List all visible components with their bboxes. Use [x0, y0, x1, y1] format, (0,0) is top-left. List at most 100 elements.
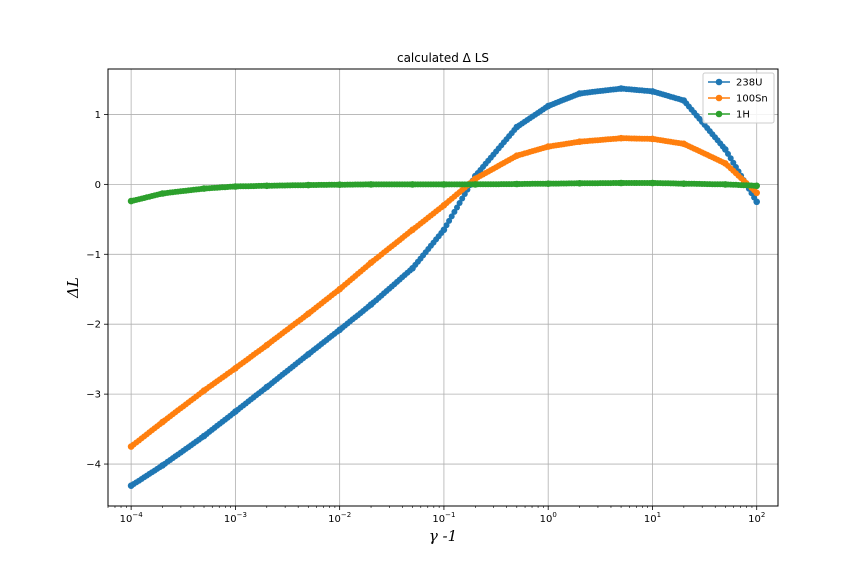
y-tick-label: −2 — [86, 320, 101, 331]
legend-item: 238U — [708, 78, 762, 89]
data-point — [753, 189, 760, 197]
legend-label: 1H — [736, 110, 750, 121]
interpolated-marker — [459, 195, 466, 202]
interpolated-marker — [451, 208, 458, 215]
data-point — [753, 198, 760, 206]
x-tick-base: 10 — [644, 514, 657, 525]
data-point — [544, 102, 552, 110]
data-point — [617, 134, 625, 142]
x-tick-base: 10 — [120, 514, 133, 525]
legend-item: 1H — [708, 110, 750, 121]
interpolated-marker — [730, 159, 737, 166]
data-point — [336, 181, 344, 188]
interpolated-marker — [448, 213, 455, 220]
data-point — [159, 190, 166, 197]
y-tick-label: 0 — [95, 180, 101, 191]
x-tick-exponent: 1 — [657, 511, 661, 519]
data-point — [513, 123, 521, 131]
data-point — [513, 180, 521, 188]
y-tick-label: 1 — [95, 110, 101, 121]
x-tick-base: 10 — [748, 514, 761, 525]
x-tick-label: 101 — [644, 511, 661, 525]
data-point — [472, 181, 479, 188]
data-point — [753, 182, 760, 190]
data-point — [649, 179, 656, 187]
data-point — [200, 432, 208, 440]
data-point — [680, 140, 688, 148]
data-point — [440, 181, 448, 188]
axes-frame — [107, 68, 779, 507]
series-100Sn — [127, 134, 760, 450]
data-point — [680, 180, 688, 187]
data-point — [305, 310, 312, 318]
legend-marker — [715, 94, 723, 102]
data-point — [617, 179, 625, 187]
x-tick-base: 10 — [224, 514, 237, 525]
x-tick-exponent: −2 — [341, 511, 351, 519]
x-tick-label: 10−2 — [328, 511, 351, 525]
y-tick-label: −3 — [86, 390, 101, 401]
data-point — [200, 185, 208, 192]
data-point — [576, 138, 583, 145]
data-point — [722, 181, 729, 188]
data-point — [127, 443, 135, 450]
x-tick-base: 10 — [540, 514, 553, 525]
data-point — [649, 135, 656, 143]
x-tick-exponent: −1 — [445, 511, 455, 519]
data-point — [409, 226, 416, 234]
data-point — [200, 387, 208, 394]
data-point — [544, 180, 552, 187]
y-tick-label: −4 — [86, 460, 101, 471]
data-point — [232, 183, 239, 190]
x-tick-base: 10 — [328, 514, 341, 525]
x-tick-label: 10−4 — [120, 511, 144, 525]
chart-title: calculated Δ LS — [397, 51, 489, 65]
data-point — [722, 146, 729, 153]
interpolated-marker — [456, 200, 463, 206]
legend-item: 100Sn — [708, 94, 768, 105]
data-point — [232, 365, 239, 372]
x-tick-label: 100 — [540, 511, 557, 525]
interpolated-marker — [454, 204, 460, 211]
legend-marker — [715, 110, 723, 118]
plot-area — [127, 85, 760, 490]
data-point — [263, 383, 271, 391]
data-point — [576, 90, 583, 97]
data-point — [649, 88, 656, 95]
x-tick-exponent: −3 — [237, 511, 247, 519]
data-point — [617, 85, 625, 92]
y-tick-label: −1 — [86, 250, 101, 261]
data-point — [159, 462, 166, 469]
data-point — [544, 143, 552, 150]
data-point — [513, 152, 521, 159]
data-point — [127, 197, 135, 205]
data-point — [722, 160, 729, 167]
x-tick-base: 10 — [432, 514, 445, 525]
interpolated-marker — [727, 155, 734, 162]
legend-marker — [715, 78, 723, 86]
data-point — [159, 418, 166, 426]
data-point — [263, 182, 271, 190]
data-point — [127, 482, 135, 490]
data-point — [232, 408, 239, 415]
x-tick-label: 102 — [748, 511, 765, 525]
data-point — [409, 265, 416, 272]
series-1H — [127, 179, 760, 205]
data-point — [336, 285, 344, 293]
data-point — [440, 226, 448, 234]
data-point — [305, 181, 312, 189]
data-point — [367, 181, 375, 188]
y-axis-label: ΔL — [64, 277, 82, 299]
data-point — [440, 202, 448, 209]
data-point — [409, 181, 416, 188]
data-point — [680, 97, 688, 104]
data-point — [336, 326, 344, 334]
data-point — [367, 259, 375, 267]
x-tick-exponent: 2 — [761, 511, 765, 519]
data-point — [263, 341, 271, 349]
x-tick-exponent: −4 — [132, 511, 143, 519]
data-point — [367, 301, 375, 308]
legend-box — [702, 72, 775, 124]
legend-label: 238U — [736, 78, 762, 89]
